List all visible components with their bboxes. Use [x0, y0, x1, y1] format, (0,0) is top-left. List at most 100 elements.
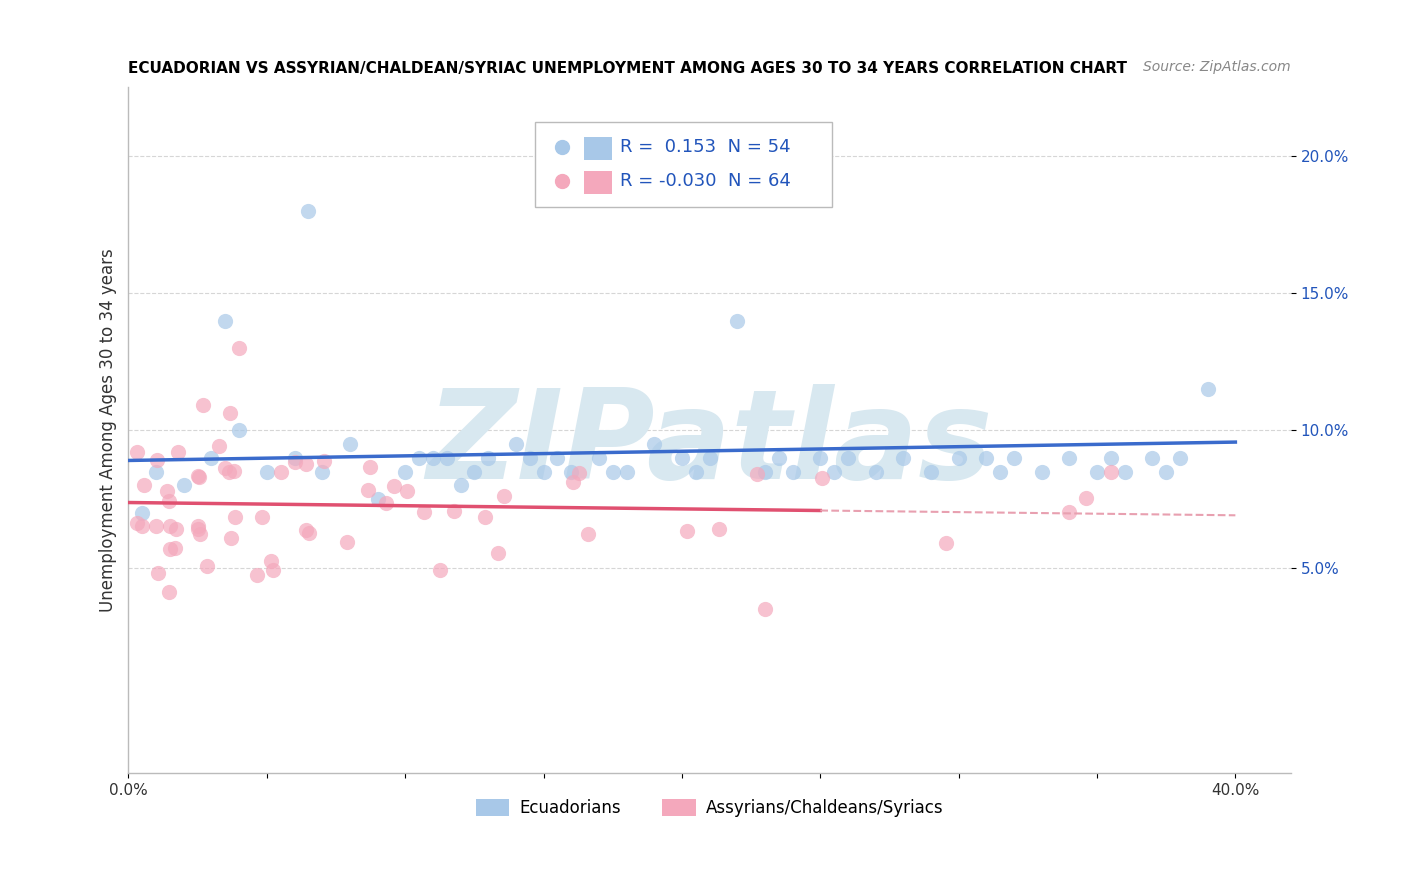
Point	[396, 483, 419, 498]
Point	[436, 450, 458, 465]
Point	[450, 478, 472, 492]
Point	[643, 437, 665, 451]
Point	[167, 445, 190, 459]
Point	[250, 510, 273, 524]
Point	[754, 465, 776, 479]
Point	[297, 203, 319, 218]
Point	[159, 493, 181, 508]
Point	[228, 423, 250, 437]
Point	[262, 562, 284, 576]
Point	[218, 465, 240, 479]
Point	[214, 461, 236, 475]
Point	[948, 450, 970, 465]
Point	[214, 313, 236, 327]
Point	[1031, 465, 1053, 479]
Point	[314, 454, 336, 468]
Text: R = -0.030  N = 64: R = -0.030 N = 64	[620, 172, 792, 190]
Point	[187, 522, 209, 536]
Point	[920, 465, 942, 479]
Point	[1099, 465, 1122, 479]
Point	[165, 541, 187, 555]
Point	[486, 546, 509, 560]
Point	[533, 465, 555, 479]
Point	[443, 504, 465, 518]
Point	[127, 444, 149, 458]
Point	[1074, 491, 1097, 505]
Point	[165, 522, 187, 536]
Point	[159, 541, 181, 556]
Point	[616, 465, 638, 479]
Point	[298, 526, 321, 541]
Point	[935, 535, 957, 549]
Point	[519, 450, 541, 465]
Point	[823, 465, 845, 479]
Point	[219, 531, 242, 545]
Point	[145, 519, 167, 533]
Point	[367, 491, 389, 506]
Point	[768, 450, 790, 465]
Point	[187, 519, 209, 533]
FancyBboxPatch shape	[583, 171, 612, 194]
Point	[195, 559, 218, 574]
Point	[1057, 505, 1080, 519]
Point	[283, 450, 305, 465]
Point	[1099, 450, 1122, 465]
Point	[602, 465, 624, 479]
Point	[474, 509, 496, 524]
Point	[284, 455, 307, 469]
Point	[560, 465, 582, 479]
Point	[394, 465, 416, 479]
Point	[1168, 450, 1191, 465]
Point	[311, 465, 333, 479]
Point	[546, 450, 568, 465]
Point	[188, 470, 211, 484]
Point	[131, 506, 153, 520]
Point	[505, 437, 527, 451]
Point	[413, 505, 436, 519]
Point	[157, 585, 180, 599]
Point	[159, 519, 181, 533]
Point	[808, 450, 831, 465]
Point	[568, 466, 591, 480]
Point	[492, 489, 515, 503]
Point	[837, 450, 859, 465]
Point	[1197, 382, 1219, 396]
Text: Source: ZipAtlas.com: Source: ZipAtlas.com	[1143, 60, 1291, 74]
Point	[463, 465, 485, 479]
Point	[685, 465, 707, 479]
Point	[295, 523, 318, 537]
Text: ECUADORIAN VS ASSYRIAN/CHALDEAN/SYRIAC UNEMPLOYMENT AMONG AGES 30 TO 34 YEARS CO: ECUADORIAN VS ASSYRIAN/CHALDEAN/SYRIAC U…	[128, 62, 1128, 77]
Point	[132, 477, 155, 491]
Point	[256, 465, 278, 479]
Y-axis label: Unemployment Among Ages 30 to 34 years: Unemployment Among Ages 30 to 34 years	[100, 249, 117, 612]
FancyBboxPatch shape	[583, 136, 612, 160]
Point	[148, 566, 170, 580]
Point	[382, 478, 405, 492]
Point	[145, 465, 167, 479]
Point	[191, 398, 214, 412]
Point	[336, 534, 359, 549]
Point	[976, 450, 998, 465]
Point	[228, 341, 250, 355]
Point	[561, 475, 583, 489]
Text: ZIPatlas: ZIPatlas	[426, 384, 993, 505]
Point	[127, 516, 149, 530]
Point	[1154, 465, 1177, 479]
Point	[260, 554, 283, 568]
Point	[246, 568, 269, 582]
Point	[1142, 450, 1164, 465]
Point	[357, 483, 380, 497]
Point	[408, 450, 430, 465]
Point	[145, 453, 167, 467]
Point	[339, 437, 361, 451]
Point	[576, 527, 599, 541]
Point	[675, 524, 697, 538]
Point	[224, 510, 246, 524]
Point	[699, 450, 721, 465]
Point	[375, 496, 398, 510]
Point	[709, 523, 731, 537]
Point	[173, 478, 195, 492]
Point	[988, 465, 1011, 479]
Point	[422, 450, 444, 465]
Legend: Ecuadorians, Assyrians/Chaldeans/Syriacs: Ecuadorians, Assyrians/Chaldeans/Syriacs	[470, 792, 950, 823]
